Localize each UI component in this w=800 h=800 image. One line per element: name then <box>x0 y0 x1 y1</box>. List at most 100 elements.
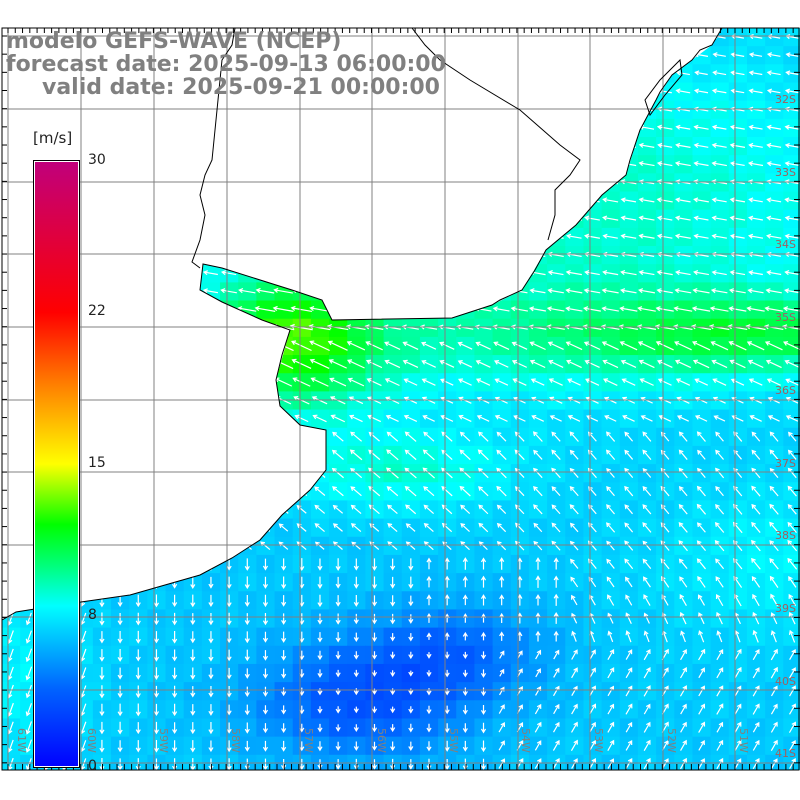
wind-arrow <box>312 233 327 239</box>
wind-cell <box>347 246 366 265</box>
wind-cell <box>474 264 494 283</box>
wind-arrow <box>330 143 345 149</box>
wind-cell <box>92 118 112 138</box>
wind-cell <box>92 100 112 120</box>
wind-cell <box>365 246 385 265</box>
wind-cell <box>129 355 148 374</box>
wind-arrow <box>770 685 778 697</box>
wind-cell <box>92 209 112 229</box>
wind-arrow <box>680 739 687 751</box>
wind-arrow <box>566 161 582 167</box>
wind-arrow <box>606 540 615 551</box>
wind-arrow <box>371 576 378 590</box>
wind-cell <box>147 500 167 520</box>
wind-arrow <box>426 741 432 752</box>
wind-cell <box>220 137 239 156</box>
wind-cell <box>165 409 185 429</box>
wind-arrow <box>716 757 724 770</box>
wind-cell <box>656 64 675 84</box>
wind-arrow <box>190 667 196 680</box>
wind-arrow <box>371 595 378 607</box>
wind-arrow <box>752 629 759 643</box>
wind-arrow <box>493 88 509 94</box>
wind-arrow <box>281 705 287 715</box>
wind-arrow <box>528 306 547 312</box>
wind-cell <box>92 554 112 574</box>
wind-cell <box>365 137 385 156</box>
wind-cell <box>129 573 148 592</box>
wind-arrow <box>294 414 309 423</box>
wind-arrow <box>553 611 559 624</box>
wind-cell <box>2 137 21 156</box>
wind-cell <box>2 155 21 174</box>
wind-arrow <box>460 522 470 533</box>
wind-arrow <box>365 269 383 276</box>
wind-arrow <box>99 631 105 644</box>
wind-arrow <box>566 88 582 94</box>
wind-arrow <box>254 305 276 312</box>
wind-arrow <box>462 705 468 715</box>
wind-cell <box>583 155 603 174</box>
wind-arrow <box>135 740 141 753</box>
wind-arrow <box>698 612 705 625</box>
wind-arrow <box>353 576 359 589</box>
wind-cell <box>456 46 476 65</box>
wind-arrow <box>208 612 214 626</box>
wind-cell <box>201 318 221 338</box>
wind-cell <box>310 118 330 138</box>
wind-arrow <box>751 576 761 588</box>
wind-cell <box>528 100 548 120</box>
wind-arrow <box>172 758 178 770</box>
wind-arrow <box>548 52 563 58</box>
wind-cell <box>419 264 439 283</box>
wind-arrow <box>730 378 745 386</box>
wind-arrow <box>457 161 473 167</box>
wind-cell <box>238 100 257 120</box>
wind-arrow <box>788 593 797 607</box>
wind-cell <box>183 155 203 174</box>
wind-arrow <box>625 758 633 770</box>
wind-arrow <box>444 575 450 588</box>
wind-arrow <box>222 197 236 203</box>
wind-arrow <box>605 431 616 442</box>
wind-cell <box>220 355 239 374</box>
wind-arrow <box>335 669 341 678</box>
wind-cell <box>419 300 439 320</box>
wind-arrow <box>569 540 579 551</box>
wind-cell <box>637 82 657 102</box>
wind-arrow <box>693 88 709 94</box>
wind-arrow <box>606 486 615 497</box>
wind-arrow <box>255 287 275 294</box>
wind-arrow <box>366 197 382 203</box>
wind-arrow <box>113 270 127 276</box>
wind-cell <box>329 282 348 302</box>
wind-arrow <box>153 685 160 698</box>
wind-arrow <box>567 378 581 386</box>
wind-cell <box>456 246 476 265</box>
wind-arrow <box>553 575 559 588</box>
wind-arrow <box>607 594 615 606</box>
wind-arrow <box>384 270 400 276</box>
wind-cell <box>129 445 148 465</box>
wind-cell <box>111 300 130 320</box>
wind-arrow <box>426 632 432 640</box>
wind-arrow <box>602 161 618 167</box>
wind-arrow <box>674 160 691 167</box>
wind-cell <box>129 191 148 211</box>
wind-arrow <box>150 378 162 386</box>
wind-arrow <box>262 576 269 589</box>
wind-cell <box>274 409 294 429</box>
wind-arrow <box>642 522 652 533</box>
wind-arrow <box>787 521 797 533</box>
wind-arrow <box>680 703 687 715</box>
wind-arrow <box>25 648 33 663</box>
wind-arrow <box>153 613 160 626</box>
wind-arrow <box>133 432 143 441</box>
wind-cell <box>147 482 167 502</box>
wind-cell <box>292 100 312 120</box>
wind-cell <box>147 391 167 411</box>
wind-arrow <box>715 467 725 479</box>
wind-cell <box>2 409 21 429</box>
wind-arrow <box>4 88 17 94</box>
wind-arrow <box>789 685 796 697</box>
